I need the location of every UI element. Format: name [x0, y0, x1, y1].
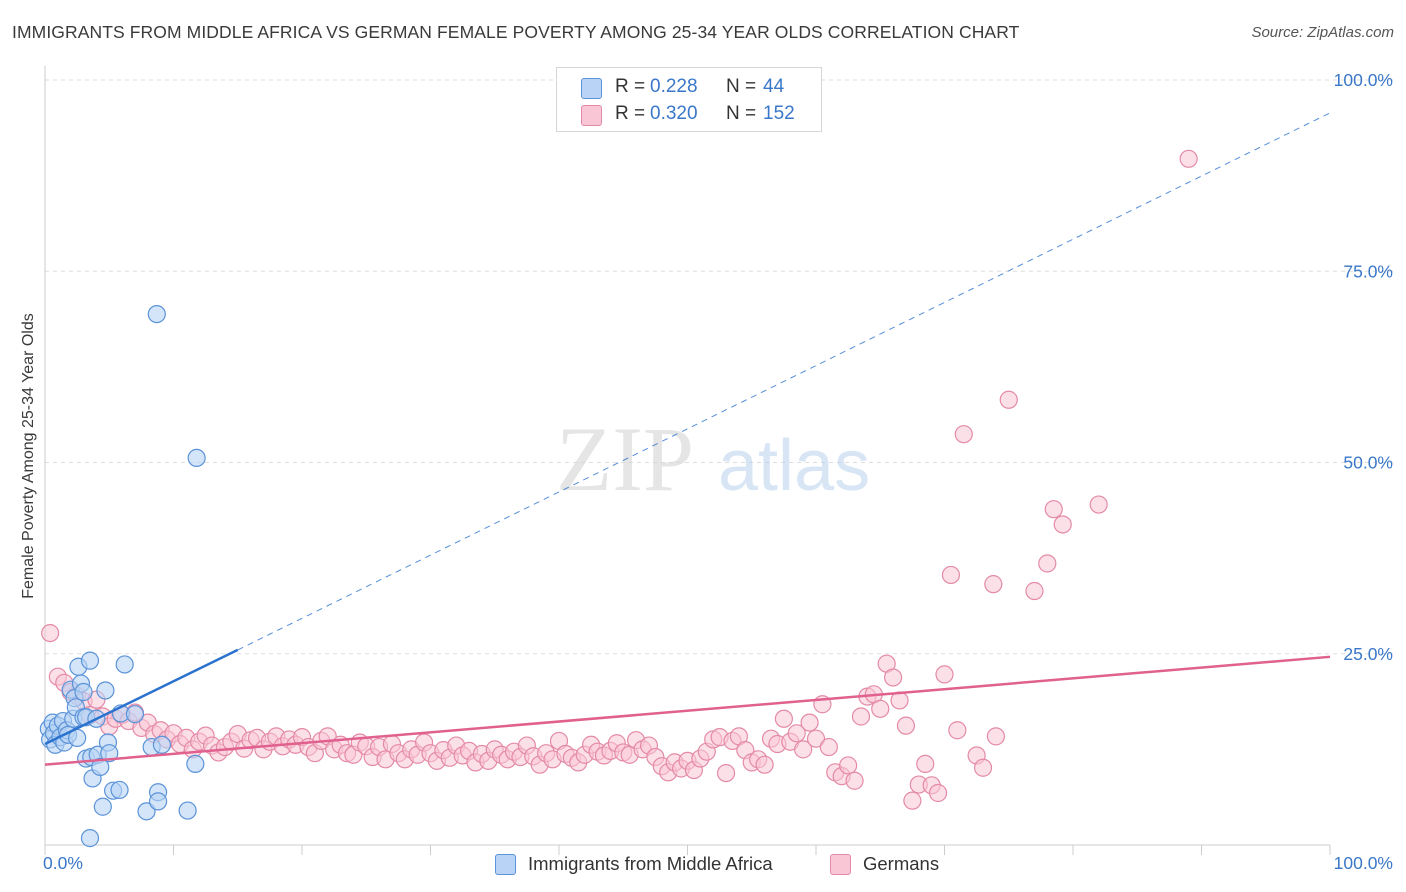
- middle-africa-point: [110, 780, 129, 800]
- germans-point: [986, 727, 1006, 746]
- middle-africa-point: [178, 801, 197, 820]
- middle-africa-point: [137, 802, 156, 821]
- x-tick-label: 0.0%: [43, 853, 83, 873]
- x-tick-label: 100.0%: [1334, 853, 1393, 873]
- source-label: Source: ZipAtlas.com: [1251, 24, 1394, 41]
- germans-point: [1089, 495, 1108, 514]
- germans-point: [1053, 515, 1072, 534]
- legend-n-value: 44: [763, 76, 785, 97]
- y-tick-label: 100.0%: [1334, 70, 1393, 90]
- germans-point: [999, 390, 1018, 409]
- middle-africa-point: [148, 792, 168, 811]
- middle-africa-point: [152, 735, 172, 754]
- middle-africa-point: [74, 682, 93, 702]
- bottom-legend-swatch-blue: [495, 854, 516, 875]
- legend-r-value: 0.228: [650, 76, 698, 97]
- germans-point: [1044, 500, 1063, 519]
- germans-point: [896, 716, 916, 735]
- bottom-legend-label: Germans: [863, 853, 940, 874]
- germans-point: [871, 699, 890, 718]
- tick-labels: 100.0% 75.0% 50.0% 25.0% 0.0% 100.0%: [43, 70, 1393, 873]
- y-tick-label: 50.0%: [1343, 453, 1393, 473]
- watermark-atlas: atlas: [718, 426, 870, 506]
- legend-swatch-blue: [581, 78, 602, 99]
- germans-point: [774, 709, 793, 728]
- germans-point: [984, 575, 1003, 594]
- germans-point: [935, 665, 954, 684]
- legend-n-value: 152: [763, 103, 795, 124]
- middle-africa-point: [186, 754, 205, 774]
- germans-point: [845, 771, 864, 790]
- germans-point: [1038, 554, 1057, 573]
- middle-africa-trend-line: [44, 648, 239, 746]
- middle-africa-trend-dashed: [237, 112, 1331, 651]
- legend-n-label: N =: [726, 103, 757, 124]
- middle-africa-point: [80, 829, 100, 848]
- germans-point: [755, 755, 774, 774]
- middle-africa-point: [100, 744, 119, 763]
- germans-point: [1025, 581, 1044, 601]
- germans-point: [800, 713, 819, 732]
- germans-point: [903, 791, 922, 810]
- y-tick-label: 75.0%: [1343, 261, 1393, 281]
- bottom-legend-label: Immigrants from Middle Africa: [528, 853, 773, 874]
- germans-point: [787, 724, 806, 743]
- middle-africa-point: [187, 448, 206, 468]
- germans-point: [851, 707, 871, 726]
- middle-africa-point: [93, 797, 112, 816]
- middle-africa-point: [91, 757, 110, 777]
- germans-point: [928, 783, 948, 803]
- middle-africa-point: [80, 651, 100, 670]
- germans-point: [954, 425, 973, 444]
- germans-point: [941, 565, 961, 585]
- chart-title: IMMIGRANTS FROM MIDDLE AFRICA VS GERMAN …: [12, 22, 1020, 42]
- germans-point: [948, 721, 967, 740]
- germans-point: [1179, 149, 1198, 168]
- germans-point: [973, 758, 993, 777]
- germans-point: [716, 763, 736, 783]
- legend: R = 0.228 N = 44 R = 0.320 N = 152: [556, 67, 822, 132]
- germans-point: [794, 740, 813, 759]
- legend-swatch-pink: [581, 105, 602, 126]
- germans-point: [806, 729, 826, 748]
- legend-r-value: 0.320: [650, 103, 698, 124]
- middle-africa-point: [125, 705, 145, 724]
- bottom-legend-swatch-pink: [830, 854, 851, 875]
- middle-africa-point: [115, 655, 134, 674]
- y-tick-label: 25.0%: [1343, 644, 1393, 664]
- watermark: ZIP atlas: [556, 408, 870, 510]
- germans-trend-line: [44, 655, 1331, 766]
- germans-point: [819, 737, 838, 757]
- legend-n-label: N =: [726, 76, 757, 97]
- germans-point: [839, 756, 858, 775]
- legend-r-label: R =: [615, 103, 646, 124]
- middle-africa-points: [39, 304, 206, 848]
- legend-r-label: R =: [615, 76, 646, 97]
- axes: [44, 66, 1331, 855]
- germans-point: [883, 668, 903, 687]
- middle-africa-point: [147, 304, 166, 324]
- germans-point: [41, 623, 60, 643]
- middle-africa-point: [96, 681, 115, 700]
- germans-point: [916, 754, 935, 774]
- trend-lines: [44, 112, 1331, 766]
